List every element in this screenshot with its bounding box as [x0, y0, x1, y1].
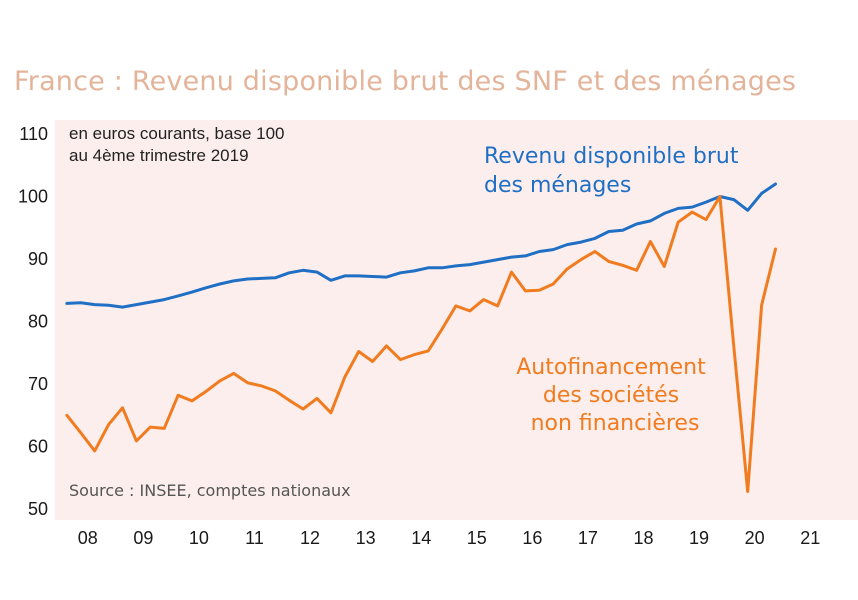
y-tick-label: 60 — [28, 437, 48, 457]
x-tick-label: 09 — [133, 528, 153, 548]
y-tick-label: 100 — [18, 187, 48, 207]
series-label-menages-line-2: des ménages — [484, 173, 631, 198]
x-tick-label: 16 — [522, 528, 542, 548]
chart-title: France : Revenu disponible brut des SNF … — [14, 66, 797, 97]
x-tick-label: 19 — [689, 528, 709, 548]
y-tick-label: 70 — [28, 374, 48, 394]
chart-note-line-2: au 4ème trimestre 2019 — [69, 146, 249, 165]
series-label-snf-line-2: des sociétés — [543, 383, 679, 408]
chart-note-line-1: en euros courants, base 100 — [69, 124, 284, 143]
x-tick-label: 14 — [411, 528, 431, 548]
x-tick-label: 21 — [800, 528, 820, 548]
x-tick-label: 12 — [300, 528, 320, 548]
y-tick-label: 90 — [28, 249, 48, 269]
series-line-menages — [65, 182, 777, 309]
series-label-menages-line-1: Revenu disponible brut — [484, 144, 739, 169]
series-line-snf — [65, 195, 777, 493]
x-tick-label: 10 — [189, 528, 209, 548]
x-tick-label: 20 — [745, 528, 765, 548]
x-tick-label: 18 — [633, 528, 653, 548]
plot-background — [55, 120, 858, 520]
axis-ticks: 50 60 70 80 90 100 110 08 09 10 11 12 13 14 15 16 17 18 19… — [18, 124, 820, 548]
series-label-snf-line-3: non financières — [531, 411, 700, 436]
x-tick-label: 08 — [78, 528, 98, 548]
series-layer — [65, 182, 777, 493]
y-tick-label: 110 — [19, 124, 48, 144]
y-tick-label: 80 — [28, 312, 48, 332]
series-label-snf-line-1: Autofinancement — [516, 355, 706, 380]
chart-source: Source : INSEE, comptes nationaux — [69, 481, 351, 500]
x-tick-label: 17 — [578, 528, 598, 548]
y-tick-label: 50 — [28, 499, 48, 519]
x-tick-label: 13 — [356, 528, 376, 548]
x-tick-label: 15 — [467, 528, 487, 548]
x-tick-label: 11 — [245, 528, 264, 548]
